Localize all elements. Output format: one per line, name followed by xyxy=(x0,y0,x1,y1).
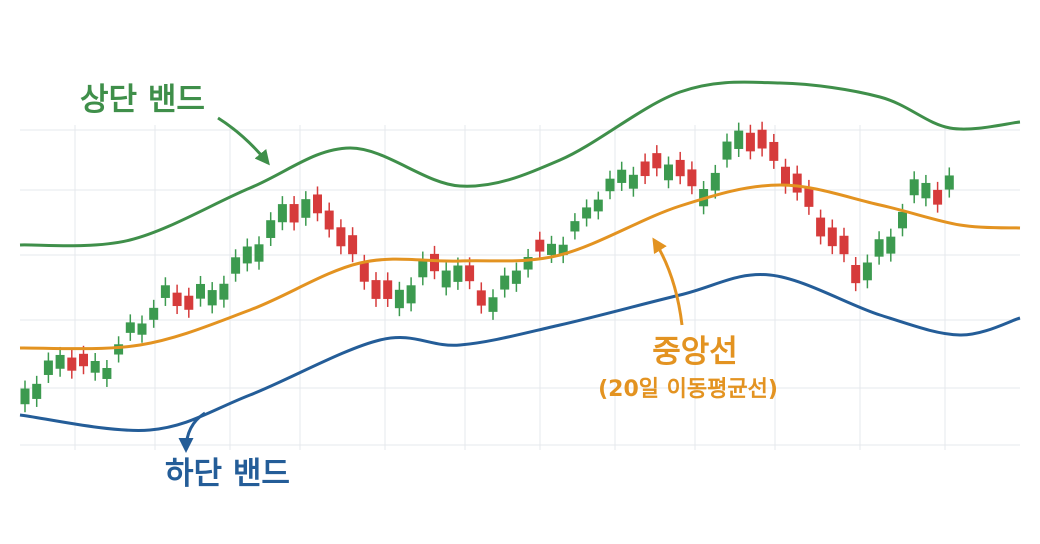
candle-body xyxy=(55,354,65,369)
candle-body xyxy=(301,199,311,218)
candle-body xyxy=(196,283,205,299)
candle-body xyxy=(851,265,861,284)
candles xyxy=(20,121,954,413)
candle-body xyxy=(921,182,931,199)
candle-body xyxy=(944,175,954,190)
candle-body xyxy=(383,280,393,299)
candle-body xyxy=(430,253,439,272)
candle-body xyxy=(628,174,638,189)
candle-body xyxy=(67,357,77,371)
lower-band xyxy=(19,273,1021,432)
candle-body xyxy=(722,141,732,160)
candle-body xyxy=(933,189,943,205)
candle-body xyxy=(535,239,545,252)
candle-body xyxy=(734,130,744,149)
candle-body xyxy=(570,221,580,232)
candle-body xyxy=(792,173,802,193)
candle-body xyxy=(886,236,896,254)
candle-body xyxy=(816,217,826,237)
candle-body xyxy=(20,388,30,405)
candle-body xyxy=(149,307,159,320)
candle-body xyxy=(465,265,475,282)
upper-arrow xyxy=(217,116,270,166)
candle-body xyxy=(359,262,369,282)
candle-body xyxy=(605,178,615,192)
candle-body xyxy=(137,323,147,335)
lower-arrow xyxy=(178,411,206,453)
middle-line xyxy=(19,183,1021,351)
candle-body xyxy=(441,270,451,288)
candle-body xyxy=(32,383,42,399)
candle-body xyxy=(266,220,276,238)
candle-body xyxy=(745,132,755,152)
candle-body xyxy=(500,275,510,290)
candle-body xyxy=(231,257,241,274)
candle-body xyxy=(898,211,907,229)
candle-body xyxy=(313,194,322,214)
candle-body xyxy=(839,235,849,255)
candle-body xyxy=(79,353,88,367)
candle-body xyxy=(114,344,124,355)
candle-body xyxy=(453,265,463,282)
candle-body xyxy=(160,285,170,298)
candle-body xyxy=(874,239,884,257)
grid xyxy=(20,125,1020,450)
middle-arrow xyxy=(652,237,684,326)
candle-body xyxy=(324,210,334,230)
candle-body xyxy=(757,129,767,149)
candle-body xyxy=(184,295,194,310)
candle-body xyxy=(125,322,135,333)
candle-body xyxy=(219,283,229,300)
candle-body xyxy=(547,243,556,255)
candle-body xyxy=(488,297,498,312)
candle-body xyxy=(172,292,182,307)
candle-body xyxy=(371,280,381,299)
candle-body xyxy=(277,204,287,223)
candle-body xyxy=(207,290,217,306)
candle-body xyxy=(827,227,837,247)
candle-body xyxy=(418,259,428,278)
candle-body xyxy=(558,244,568,256)
candle-body xyxy=(348,235,358,255)
candle-body xyxy=(652,153,662,169)
middle-note: (20일 이동평균선) xyxy=(598,377,778,402)
candle-body xyxy=(862,262,872,281)
candle-body xyxy=(909,179,919,196)
candle-body xyxy=(640,161,650,177)
candle-body xyxy=(43,360,53,375)
upper-label: 상단 밴드 xyxy=(80,82,205,118)
candle-body xyxy=(769,141,779,161)
middle-label: 중앙선 xyxy=(652,334,738,370)
candle-body xyxy=(675,159,685,177)
candle-body xyxy=(242,246,252,264)
candle-body xyxy=(617,169,627,183)
candle-body xyxy=(804,187,814,207)
candle-body xyxy=(394,289,404,309)
upper-band xyxy=(19,80,1021,248)
candle-body xyxy=(90,361,100,373)
candle-body xyxy=(523,256,533,270)
candle-body xyxy=(102,367,112,379)
candle-body xyxy=(710,172,720,191)
candle-body xyxy=(336,227,346,247)
candle-body xyxy=(664,164,673,181)
candle-body xyxy=(687,169,697,187)
candle-body xyxy=(582,207,592,219)
candle-body xyxy=(289,204,299,223)
candle-body xyxy=(254,244,264,262)
lower-label: 하단 밴드 xyxy=(165,456,290,492)
candle-body xyxy=(406,285,416,304)
candle-body xyxy=(476,290,486,306)
candle-body xyxy=(781,166,790,186)
candle-body xyxy=(593,199,603,212)
candle-body xyxy=(511,270,521,284)
